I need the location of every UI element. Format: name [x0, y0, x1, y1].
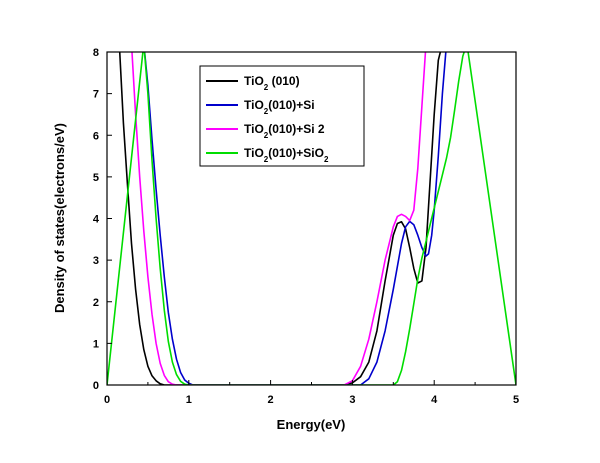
ticks-layer: 0 1 2 3 4 5 0 1 2 3 4 5 6 7 8: [93, 47, 519, 406]
legend-label-part: TiO: [244, 146, 264, 160]
y-axis-title: Density of states(electrons/eV): [52, 123, 67, 313]
legend-label-part: 2: [264, 83, 269, 92]
y-tick-label: 0: [93, 380, 99, 392]
legend-label-part: 2: [264, 131, 269, 140]
x-axis-title: Energy(eV): [277, 417, 346, 432]
legend-label-1: TiO2 (010): [244, 74, 300, 92]
legend-label-3: TiO2(010)+Si 2: [244, 122, 325, 140]
y-tick-label: 3: [93, 255, 99, 267]
y-tick-label: 8: [93, 47, 99, 59]
y-tick-label: 2: [93, 297, 99, 309]
legend-label-2: TiO2(010)+Si: [244, 98, 315, 116]
legend-label-part: TiO: [244, 122, 264, 136]
series-line-2: [143, 52, 447, 385]
x-tick-label: 4: [431, 394, 438, 406]
legend-label-part: 2: [324, 155, 329, 164]
y-tick-label: 4: [93, 214, 100, 226]
legend-label-part: (010): [268, 74, 299, 88]
y-tick-label: 1: [93, 338, 99, 350]
legend-label-part: 2: [264, 155, 269, 164]
y-tick-label: 5: [93, 172, 99, 184]
legend-label-4: TiO2(010)+SiO2: [244, 146, 329, 164]
x-tick-label: 0: [104, 394, 110, 406]
x-tick-label: 3: [349, 394, 355, 406]
x-tick-label: 2: [268, 394, 274, 406]
legend-label-part: (010)+Si 2: [268, 122, 325, 136]
legend-label-part: (010)+Si: [268, 98, 314, 112]
series-line-1: [118, 52, 442, 385]
x-tick-label: 5: [513, 394, 519, 406]
y-tick-label: 7: [93, 89, 99, 101]
legend-label-part: TiO: [244, 74, 264, 88]
legend-label-part: TiO: [244, 98, 264, 112]
legend-box: [199, 65, 365, 167]
series-line-4: [107, 52, 516, 385]
legend-label-part: (010)+SiO: [268, 146, 324, 160]
x-tick-label: 1: [186, 394, 192, 406]
legend-label-part: 2: [264, 107, 269, 116]
y-tick-label: 6: [93, 130, 99, 142]
